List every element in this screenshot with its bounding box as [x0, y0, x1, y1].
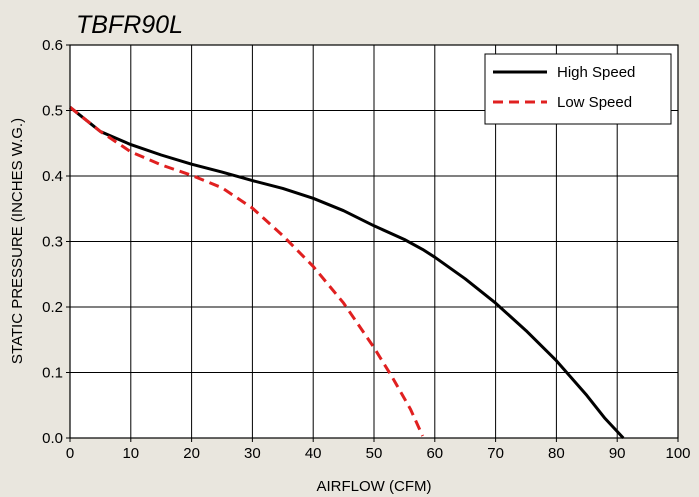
x-axis-label: AIRFLOW (CFM)	[317, 478, 432, 495]
x-tick-label: 100	[665, 445, 690, 462]
x-tick-label: 80	[548, 445, 565, 462]
y-tick-label: 0.2	[42, 299, 63, 316]
y-tick-label: 0.6	[42, 37, 63, 54]
y-tick-label: 0.4	[42, 168, 63, 185]
legend-box	[484, 53, 672, 125]
x-tick-label: 60	[426, 445, 443, 462]
series-line-low-speed	[69, 106, 424, 437]
legend-label: High Speed	[557, 64, 635, 81]
x-tick-label: 0	[66, 445, 74, 462]
tick-labels: 0 10 20 30 40 50 60 70 80 90 100 0.0 0.1 0.2 0.3 0.4 0.5…	[42, 37, 690, 462]
x-tick-label: 30	[244, 445, 261, 462]
x-tick-label: 20	[183, 445, 200, 462]
series-layer	[69, 106, 625, 440]
x-tick-label: 70	[487, 445, 504, 462]
legend-label: Low Speed	[557, 94, 632, 111]
series-line-high-speed	[69, 106, 625, 440]
x-tick-label: 40	[305, 445, 322, 462]
x-tick-label: 10	[122, 445, 139, 462]
y-tick-label: 0.1	[42, 365, 63, 382]
y-tick-label: 0.0	[42, 430, 63, 447]
y-axis-label: STATIC PRESSURE (INCHES W.G.)	[9, 118, 26, 364]
x-tick-label: 50	[366, 445, 383, 462]
y-tick-label: 0.3	[42, 234, 63, 251]
x-tick-label: 90	[609, 445, 626, 462]
chart-title: TBFR90L	[76, 11, 183, 39]
legend: High Speed Low Speed	[484, 53, 672, 125]
y-tick-label: 0.5	[42, 103, 63, 120]
